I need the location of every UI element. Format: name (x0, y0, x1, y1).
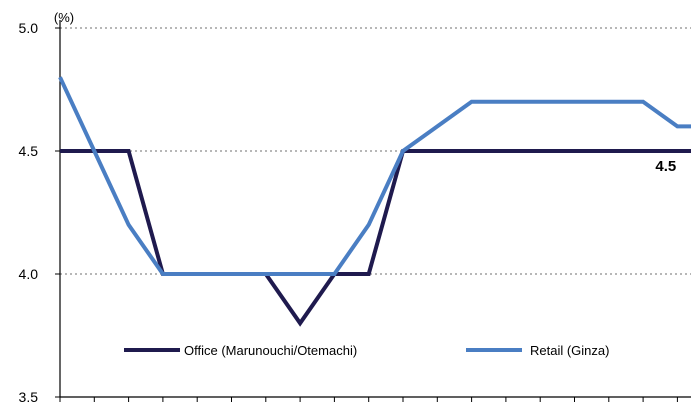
y-tick-label: 4.0 (19, 266, 39, 282)
legend: Office (Marunouchi/Otemachi) Retail (Ginz… (124, 343, 609, 358)
data-labels: 4.64.54.54.3 (655, 158, 676, 175)
y-tick-label: 5.0 (19, 20, 39, 36)
legend-label-retail: Retail (Ginza) (530, 343, 609, 358)
y-tick-label: 3.5 (19, 389, 39, 405)
series-lines (58, 76, 691, 327)
data-label: 4.5 (655, 158, 676, 175)
y-tick-label: 4.5 (19, 143, 39, 159)
series-line-office (60, 149, 691, 327)
y-axis-unit-label: (%) (54, 10, 74, 25)
axes: 3.5 4.0 4.5 5.0 (%) (19, 10, 691, 405)
legend-label-office: Office (Marunouchi/Otemachi) (184, 343, 357, 358)
series-line-retail (58, 76, 691, 276)
